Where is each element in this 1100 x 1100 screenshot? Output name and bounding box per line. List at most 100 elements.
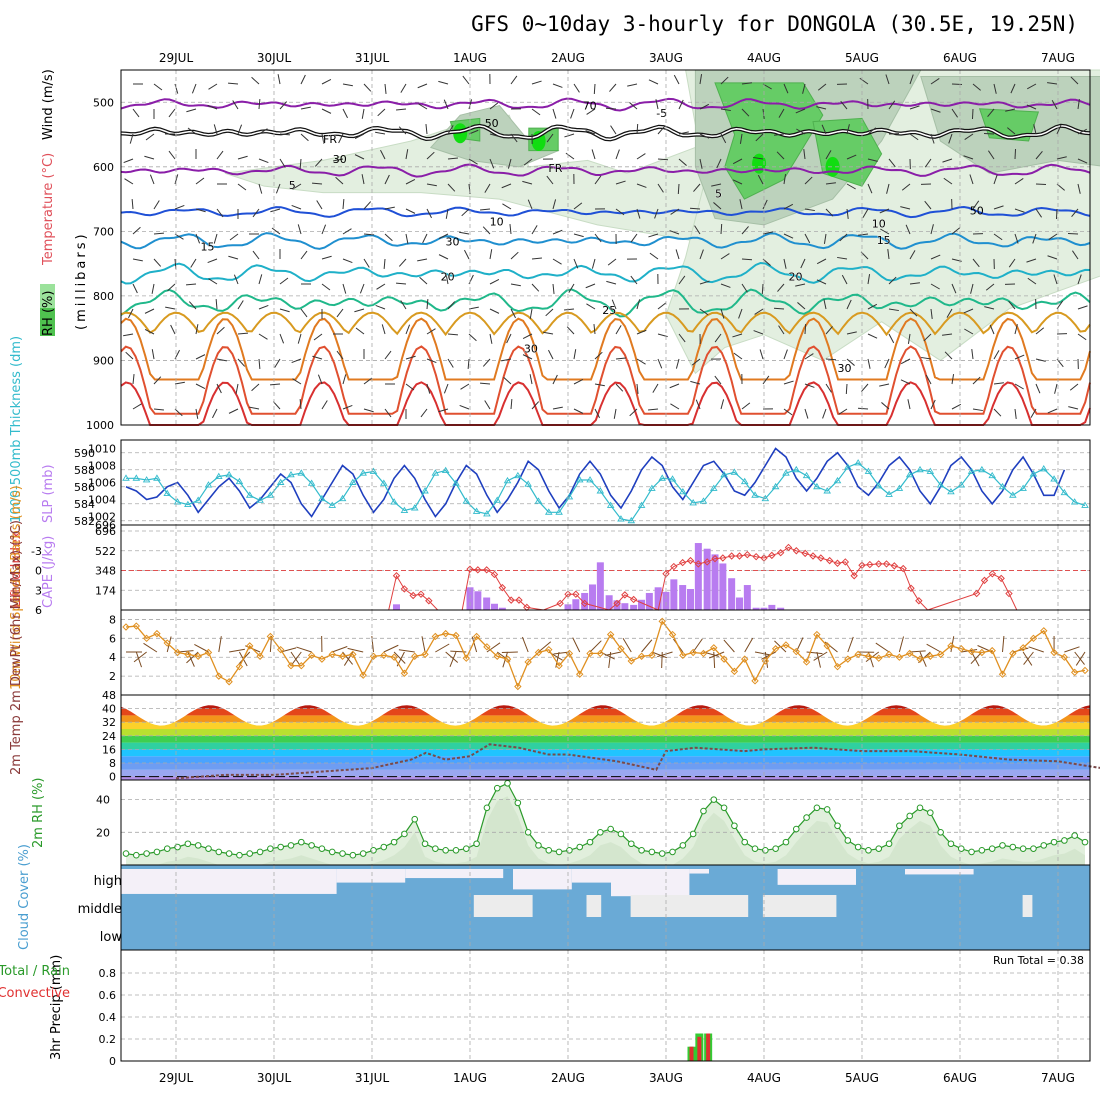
wind-barb [924, 200, 932, 210]
isotherm [120, 288, 1091, 318]
wind-barb [1070, 76, 1079, 85]
wind-barb [274, 358, 281, 368]
thickness-point [874, 482, 883, 489]
rh-contour-label: 30 [446, 236, 460, 249]
wind-barb [417, 258, 428, 262]
thickness-point [617, 515, 625, 522]
cape-bar [393, 604, 400, 610]
wind-barb [174, 233, 184, 240]
wind-barb [699, 280, 710, 285]
wind10-point [400, 669, 409, 677]
wind-barb [123, 333, 134, 337]
wind-barb [229, 233, 239, 241]
wind-barb [716, 158, 722, 169]
thickness-point [421, 487, 429, 494]
wind-barb [405, 208, 416, 214]
wind-barb [690, 380, 701, 385]
wind-barb [823, 299, 827, 310]
wind-barb [252, 208, 260, 218]
temp2m-tick: 40 [102, 703, 116, 716]
wind-barb [699, 249, 704, 260]
thickness-point [524, 480, 532, 487]
cape-tick: 696 [95, 519, 116, 532]
wind10-point [586, 649, 594, 658]
rh2m-point [493, 784, 501, 792]
wind-barb [885, 74, 890, 85]
wind-barb [800, 258, 806, 269]
wind10-point [534, 648, 543, 657]
cloud-level-label: middle [78, 902, 122, 917]
wind-barb [216, 326, 225, 335]
wind-barb [762, 199, 768, 210]
wind-barb [797, 302, 806, 310]
date-label-top: 7AUG [1041, 51, 1075, 65]
rh2m-point [545, 846, 553, 854]
wind-barb [235, 383, 239, 394]
rh2m-point [566, 846, 573, 854]
thickness-point [689, 499, 697, 506]
wind-barb [942, 333, 953, 336]
temp2m-tick: 0 [109, 771, 116, 784]
li-point [703, 558, 711, 566]
wind-barb [636, 299, 641, 310]
isotherm-label: 5 [715, 188, 722, 201]
wind-barb [227, 82, 239, 85]
wind-barb [610, 125, 617, 135]
li-point [874, 560, 883, 568]
wind-barb [867, 303, 878, 310]
wind-barb [145, 133, 155, 141]
wind-barb [552, 229, 563, 235]
isotherm-label: -5 [656, 107, 667, 120]
wind-barb [552, 83, 563, 88]
li-point [784, 543, 793, 552]
rh2m-point [720, 804, 728, 812]
wind10-point [266, 632, 275, 641]
thickness-point [1039, 465, 1048, 472]
wind-barb [673, 74, 680, 85]
wind-barb [963, 308, 974, 314]
wind-barb [636, 383, 639, 394]
wind10-point [142, 634, 151, 643]
wind10-point [823, 642, 831, 650]
wind-barb [670, 208, 680, 215]
thickness-point [802, 471, 811, 479]
rh2m-point [762, 846, 769, 854]
wind-barb [699, 158, 703, 169]
cape-bar [711, 554, 719, 610]
wind-barb [336, 308, 344, 318]
wind-barb [566, 326, 575, 335]
wind-barb [1048, 233, 1058, 241]
wind-barb [971, 108, 974, 120]
rh2m-point [318, 845, 326, 852]
temp2m-tick: 16 [102, 743, 116, 756]
wind-barb [573, 83, 580, 93]
wind-barb [272, 401, 281, 410]
wind-barb [720, 223, 723, 235]
li-point [997, 574, 1005, 583]
wind10-barb [806, 651, 823, 655]
wind-barb [909, 282, 920, 285]
thickness-point [740, 477, 749, 485]
wind10-point [411, 652, 419, 660]
rh2m-point [1071, 832, 1078, 839]
wind-barb [795, 283, 806, 287]
wind10-point [204, 648, 213, 657]
wind-barb [1035, 183, 1047, 186]
li-line [388, 546, 1018, 611]
wind-barb [363, 408, 374, 413]
temp-band [121, 742, 1090, 750]
wind-barb [1014, 208, 1025, 213]
wind-barb [237, 358, 246, 367]
wind-barb [720, 76, 729, 85]
high-cloud-gap [777, 869, 856, 885]
wind10-barb [229, 648, 245, 653]
wind-barb [507, 158, 512, 169]
temp-band [121, 749, 1090, 757]
thickness-point [637, 501, 646, 508]
wind-barb [636, 358, 646, 365]
wind-barb [383, 258, 386, 270]
wind-barb [657, 158, 669, 161]
wind-barb [762, 83, 772, 90]
wind-barb [615, 325, 622, 335]
wind10-barb [290, 651, 301, 666]
